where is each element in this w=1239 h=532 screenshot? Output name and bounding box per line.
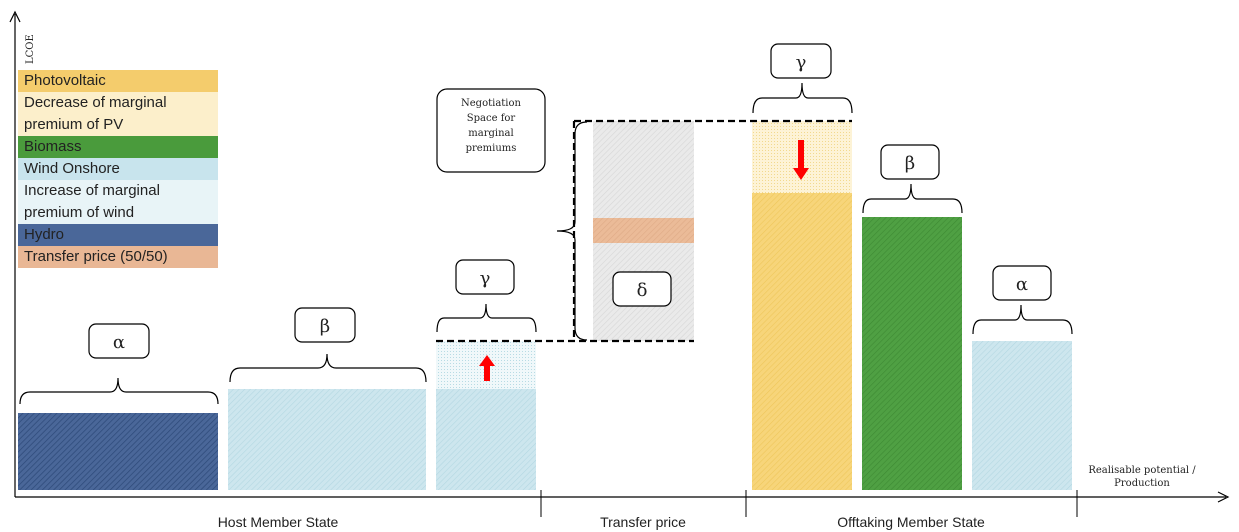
label-host-gamma: γ bbox=[480, 268, 491, 289]
bar-wind-host-gamma bbox=[436, 389, 536, 490]
label-off-beta: β bbox=[905, 153, 915, 174]
y-axis-arrowhead bbox=[9, 10, 21, 23]
bar-pv-offtaking bbox=[752, 193, 852, 490]
brace-negotiation bbox=[556, 121, 588, 341]
bar-biomass-offtaking bbox=[862, 217, 962, 490]
red-up-arrow-icon bbox=[479, 355, 495, 381]
label-off-alpha: α bbox=[1016, 274, 1028, 295]
section-label-host: Host Member State bbox=[218, 514, 339, 530]
legend-transfer-price: Transfer price (50/50) bbox=[18, 246, 218, 268]
legend-hydro: Hydro bbox=[18, 224, 218, 246]
legend-biomass: Biomass bbox=[18, 136, 218, 158]
label-box-off-gamma bbox=[770, 43, 832, 79]
negotiation-line-4: premiums bbox=[466, 143, 517, 154]
legend-wind-increase-2: premium of wind bbox=[18, 202, 218, 224]
bar-wind-offtaking bbox=[972, 341, 1072, 490]
red-down-arrow-icon bbox=[793, 140, 809, 180]
y-axis-label: LCOE bbox=[25, 34, 36, 64]
x-axis-label-line2: Production bbox=[1114, 478, 1170, 489]
label-off-gamma: γ bbox=[796, 52, 807, 73]
negotiation-line-2: Space for bbox=[467, 113, 516, 124]
legend-pv-decrease-1: Decrease of marginal bbox=[18, 92, 218, 114]
label-box-off-beta bbox=[880, 144, 940, 180]
label-box-host-gamma bbox=[455, 259, 515, 295]
legend-pv-decrease-2: premium of PV bbox=[18, 114, 218, 136]
x-axis-arrowhead bbox=[1217, 491, 1230, 503]
x-axis-label-line1: Realisable potential / bbox=[1088, 465, 1196, 476]
section-label-offtaking: Offtaking Member State bbox=[837, 514, 985, 530]
label-box-off-alpha bbox=[992, 265, 1052, 301]
legend-wind-increase-1: Increase of marginal bbox=[18, 180, 218, 202]
legend-wind-onshore: Wind Onshore bbox=[18, 158, 218, 180]
label-box-host-alpha bbox=[88, 323, 150, 359]
label-host-alpha: α bbox=[113, 332, 125, 353]
brace-host-alpha bbox=[19, 377, 219, 405]
brace-host-gamma bbox=[436, 303, 537, 333]
negotiation-line-3: marginal bbox=[468, 128, 513, 139]
label-box-host-beta bbox=[294, 307, 356, 343]
negotiation-callout-box bbox=[436, 88, 546, 173]
brace-off-alpha bbox=[972, 304, 1073, 335]
negotiation-line-1: Negotiation bbox=[461, 98, 522, 109]
legend: Photovoltaic Decrease of marginal premiu… bbox=[18, 70, 218, 268]
bar-hydro-host bbox=[18, 413, 218, 490]
label-box-delta bbox=[612, 271, 672, 307]
bar-wind-host-beta bbox=[228, 389, 426, 490]
brace-off-beta bbox=[862, 183, 963, 214]
section-label-transfer: Transfer price bbox=[600, 514, 686, 530]
legend-photovoltaic: Photovoltaic bbox=[18, 70, 218, 92]
brace-off-gamma bbox=[752, 82, 853, 114]
brace-host-beta bbox=[229, 353, 427, 383]
label-host-beta: β bbox=[320, 316, 330, 337]
bar-transfer-price bbox=[593, 218, 694, 243]
label-delta: δ bbox=[637, 280, 648, 301]
